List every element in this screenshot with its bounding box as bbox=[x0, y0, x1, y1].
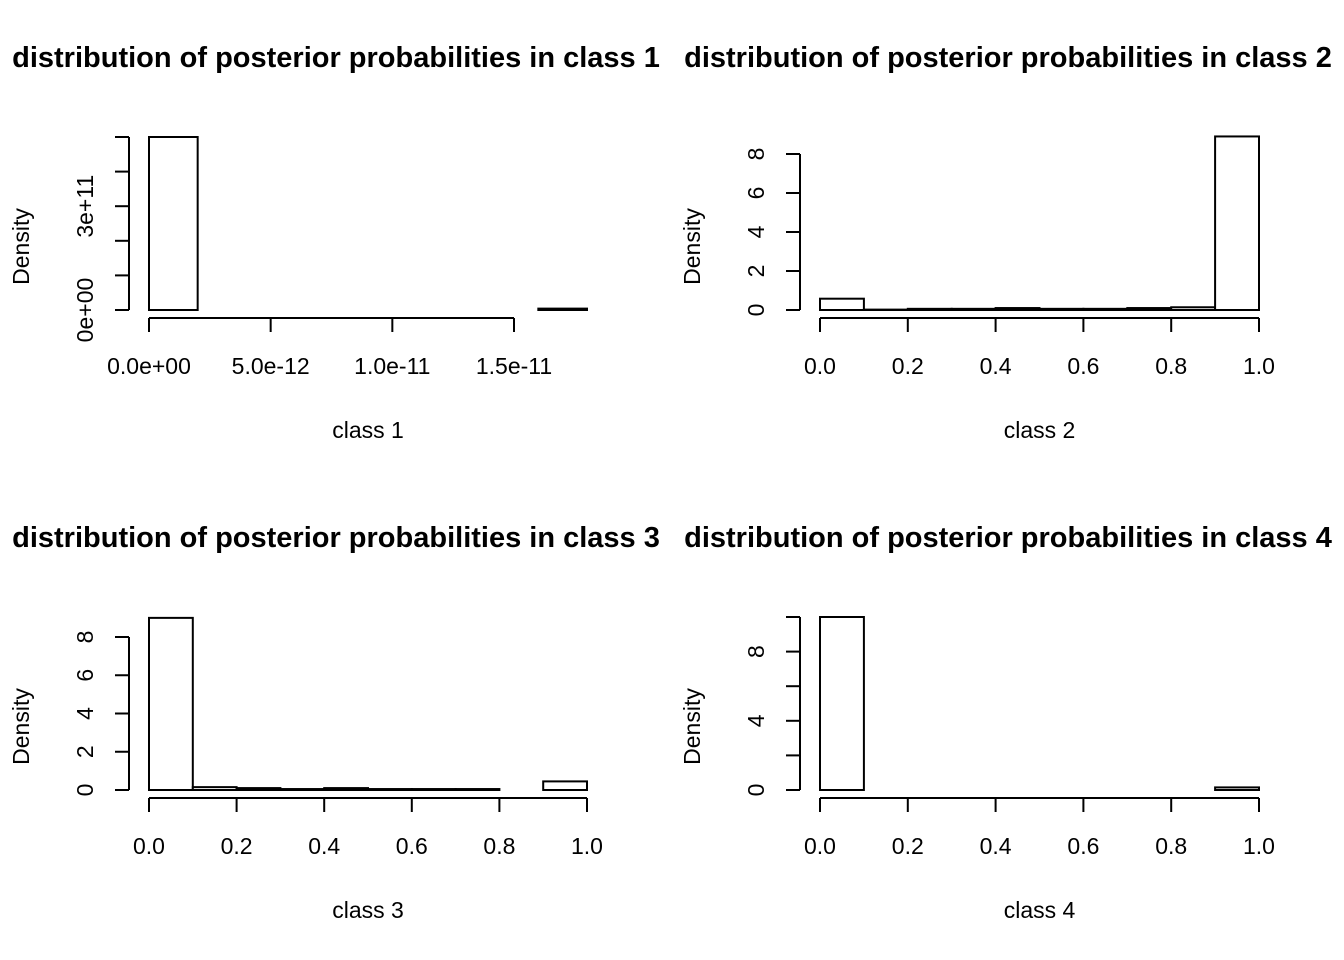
histogram-bar bbox=[279, 788, 326, 792]
x-tick-label: 5.0e-12 bbox=[232, 353, 310, 379]
y-tick-label: 2 bbox=[743, 265, 769, 278]
y-tick-label: 0 bbox=[72, 784, 98, 797]
histogram-bar bbox=[537, 307, 588, 311]
histogram-panel: distribution of posterior probabilities … bbox=[8, 522, 660, 923]
x-axis-label: class 4 bbox=[1004, 897, 1076, 923]
x-tick-label: 0.8 bbox=[1155, 833, 1187, 859]
histogram-bar bbox=[323, 787, 370, 792]
histogram-bar bbox=[454, 788, 501, 792]
y-tick-label: 0 bbox=[743, 304, 769, 317]
histogram-bar bbox=[1038, 307, 1085, 311]
x-tick-label: 0.4 bbox=[308, 833, 340, 859]
histogram-bar bbox=[191, 786, 238, 791]
y-tick-label: 0 bbox=[743, 784, 769, 797]
histogram-bar bbox=[1170, 306, 1217, 311]
histogram-bar bbox=[235, 787, 282, 792]
y-tick-label: 3e+11 bbox=[72, 175, 98, 238]
x-tick-label: 0.2 bbox=[221, 833, 253, 859]
x-tick-label: 0.0e+00 bbox=[107, 353, 191, 379]
x-tick-label: 1.0 bbox=[571, 833, 603, 859]
histogram-bar bbox=[148, 616, 194, 791]
histogram-bar bbox=[367, 788, 413, 792]
x-tick-label: 0.6 bbox=[1067, 833, 1099, 859]
histogram-bar bbox=[1214, 135, 1260, 311]
histogram-bar bbox=[994, 307, 1041, 311]
histogram-bar bbox=[410, 788, 457, 792]
x-tick-label: 0.2 bbox=[892, 833, 924, 859]
x-axis-label: class 3 bbox=[332, 897, 404, 923]
x-tick-label: 0.8 bbox=[1155, 353, 1187, 379]
y-tick-label: 8 bbox=[743, 148, 769, 161]
y-tick-label: 8 bbox=[72, 631, 98, 644]
x-tick-label: 0.4 bbox=[980, 353, 1012, 379]
histogram-bar bbox=[819, 297, 865, 312]
chart-title: distribution of posterior probabilities … bbox=[12, 522, 660, 554]
x-tick-label: 0.2 bbox=[892, 353, 924, 379]
x-tick-label: 0.8 bbox=[483, 833, 515, 859]
x-tick-label: 1.0e-11 bbox=[354, 353, 430, 379]
y-tick-label: 4 bbox=[743, 225, 769, 238]
x-axis-label: class 1 bbox=[332, 417, 404, 443]
y-tick-label: 6 bbox=[72, 669, 98, 682]
x-tick-label: 1.0 bbox=[1243, 353, 1275, 379]
y-axis-label: Density bbox=[679, 688, 705, 765]
histogram-bar bbox=[906, 307, 953, 311]
x-tick-label: 0.6 bbox=[1067, 353, 1099, 379]
x-tick-label: 0.4 bbox=[980, 833, 1012, 859]
y-axis-label: Density bbox=[8, 688, 34, 765]
chart-title: distribution of posterior probabilities … bbox=[684, 42, 1332, 74]
histogram-bar bbox=[1214, 786, 1260, 792]
y-tick-label: 0e+00 bbox=[72, 278, 98, 343]
x-tick-label: 1.0 bbox=[1243, 833, 1275, 859]
histogram-bar bbox=[819, 616, 865, 791]
x-tick-label: 0.0 bbox=[804, 353, 836, 379]
y-tick-label: 2 bbox=[72, 745, 98, 758]
y-tick-label: 8 bbox=[743, 645, 769, 658]
histogram-panel: distribution of posterior probabilities … bbox=[8, 42, 660, 443]
chart-title: distribution of posterior probabilities … bbox=[12, 42, 660, 74]
chart-title: distribution of posterior probabilities … bbox=[684, 522, 1332, 554]
y-axis-label: Density bbox=[8, 208, 34, 285]
histogram-bar bbox=[1082, 307, 1129, 311]
histogram-bar bbox=[1126, 307, 1173, 311]
histogram-bar bbox=[542, 780, 589, 791]
x-tick-label: 0.0 bbox=[804, 833, 836, 859]
y-tick-label: 4 bbox=[743, 714, 769, 727]
x-tick-label: 0.6 bbox=[396, 833, 428, 859]
x-tick-label: 0.0 bbox=[133, 833, 165, 859]
y-axis-label: Density bbox=[679, 208, 705, 285]
x-tick-label: 1.5e-11 bbox=[476, 353, 552, 379]
histogram-panel: distribution of posterior probabilities … bbox=[679, 42, 1332, 443]
histogram-bar bbox=[148, 136, 199, 311]
y-tick-label: 6 bbox=[743, 187, 769, 200]
y-tick-label: 4 bbox=[72, 707, 98, 720]
histogram-panel: distribution of posterior probabilities … bbox=[679, 522, 1332, 923]
x-axis-label: class 2 bbox=[1004, 417, 1076, 443]
histogram-bar bbox=[950, 307, 997, 311]
